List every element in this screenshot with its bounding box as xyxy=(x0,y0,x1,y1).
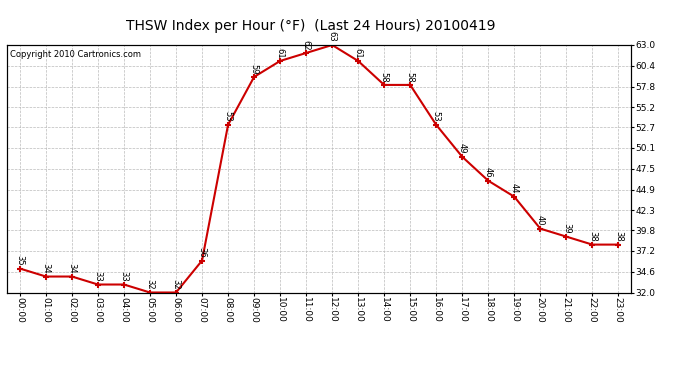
Text: 59: 59 xyxy=(250,64,259,74)
Text: 38: 38 xyxy=(588,231,597,242)
Text: 46: 46 xyxy=(484,167,493,178)
Text: 53: 53 xyxy=(224,111,233,122)
Text: 33: 33 xyxy=(93,271,103,282)
Text: 34: 34 xyxy=(68,263,77,274)
Text: 33: 33 xyxy=(119,271,128,282)
Text: 58: 58 xyxy=(380,72,388,82)
Text: 35: 35 xyxy=(15,255,24,266)
Text: 49: 49 xyxy=(457,144,466,154)
Text: 36: 36 xyxy=(197,247,206,258)
Text: 58: 58 xyxy=(406,72,415,82)
Text: 44: 44 xyxy=(510,183,519,194)
Text: Copyright 2010 Cartronics.com: Copyright 2010 Cartronics.com xyxy=(10,50,141,59)
Text: 53: 53 xyxy=(432,111,441,122)
Text: THSW Index per Hour (°F)  (Last 24 Hours) 20100419: THSW Index per Hour (°F) (Last 24 Hours)… xyxy=(126,19,495,33)
Text: 40: 40 xyxy=(535,215,545,226)
Text: 32: 32 xyxy=(172,279,181,290)
Text: 63: 63 xyxy=(328,32,337,42)
Text: 61: 61 xyxy=(275,48,284,58)
Text: 62: 62 xyxy=(302,40,310,50)
Text: 32: 32 xyxy=(146,279,155,290)
Text: 39: 39 xyxy=(562,223,571,234)
Text: 61: 61 xyxy=(354,48,363,58)
Text: 34: 34 xyxy=(41,263,50,274)
Text: 38: 38 xyxy=(614,231,623,242)
